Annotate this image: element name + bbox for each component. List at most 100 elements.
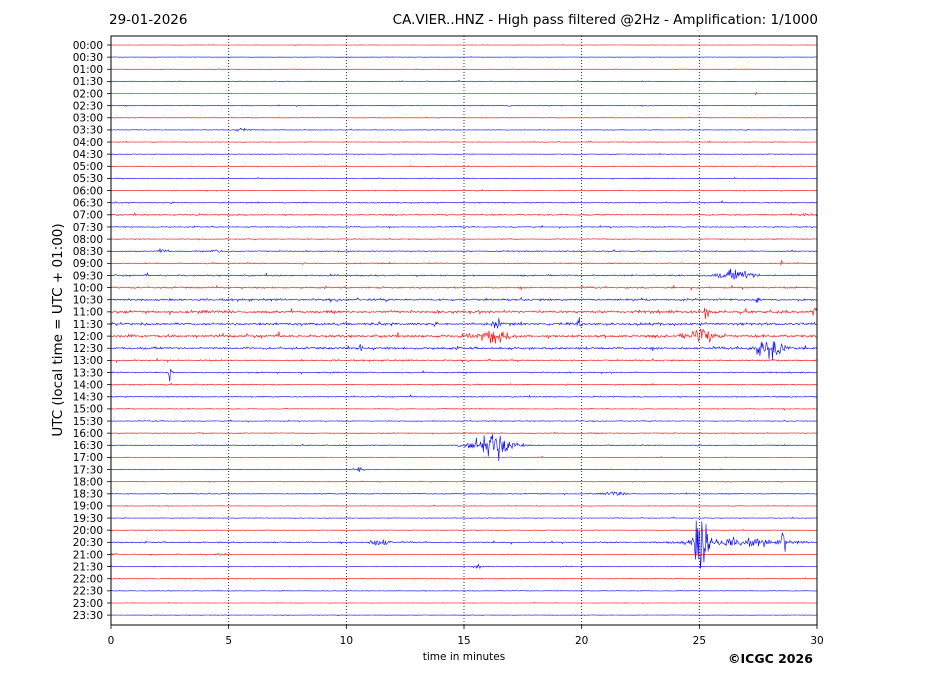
trace-1430 [110,394,817,399]
trace-0530 [110,176,817,180]
trace-0930 [110,268,817,280]
trace-0300 [111,116,817,119]
y-tick-label-1900: 19:00 [73,501,103,513]
trace-2300 [110,602,817,604]
trace-2130 [110,563,817,570]
trace-1530 [110,419,817,423]
y-tick-label-1530: 15:30 [73,416,103,428]
trace-1100 [110,307,817,320]
y-tick-label-1330: 13:30 [73,367,103,379]
y-tick-label-1500: 15:00 [73,404,103,416]
x-tick-label-15: 15 [457,635,470,647]
trace-1930 [110,516,817,520]
trace-0600 [111,188,817,192]
chart-title: CA.VIER..HNZ - High pass filtered @2Hz -… [392,12,818,28]
trace-1800 [110,480,817,483]
y-tick-label-1000: 10:00 [73,282,103,294]
y-tick-label-0130: 01:30 [73,76,103,88]
trace-1230 [110,341,817,361]
y-tick-label-0530: 05:30 [73,173,103,185]
trace-0200 [110,91,817,96]
y-tick-label-2200: 22:00 [73,574,103,586]
y-tick-label-2100: 21:00 [73,549,103,561]
x-axis-label: time in minutes [422,651,506,663]
y-tick-label-1700: 17:00 [73,452,103,464]
y-tick-label-0000: 00:00 [73,40,103,52]
y-tick-label-2330: 23:30 [73,610,103,622]
trace-2330 [110,614,817,616]
x-tick-label-20: 20 [575,635,588,647]
trace-2000 [110,529,817,532]
y-tick-label-0830: 08:30 [73,246,103,258]
trace-1730 [110,466,817,473]
y-tick-label-1630: 16:30 [73,440,103,452]
y-tick-label-1300: 13:00 [73,355,103,367]
trace-0000 [110,44,817,46]
y-tick-label-0100: 01:00 [73,64,103,76]
trace-1830 [110,491,817,496]
y-tick-label-1430: 14:30 [73,392,103,404]
trace-0230 [110,104,817,107]
x-tick-label-0: 0 [108,635,115,647]
y-tick-label-1800: 18:00 [73,476,103,488]
trace-1400 [110,382,817,387]
trace-0100 [110,68,817,71]
y-tick-label-1100: 11:00 [73,307,103,319]
trace-1500 [110,407,817,411]
trace-0430 [110,153,817,155]
trace-1700 [110,455,817,459]
y-tick-label-1600: 16:00 [73,428,103,440]
trace-1900 [110,504,817,507]
trace-0330 [110,127,817,132]
y-tick-label-0700: 07:00 [73,210,103,222]
y-tick-label-1200: 12:00 [73,331,103,343]
y-tick-label-1830: 18:30 [73,489,103,501]
trace-0030 [110,56,817,58]
trace-0700 [110,212,817,217]
trace-1300 [110,357,817,364]
y-tick-label-0800: 08:00 [73,234,103,246]
trace-1030 [110,296,817,304]
y-tick-label-1730: 17:30 [73,464,103,476]
trace-2230 [110,589,817,592]
y-tick-label-2030: 20:30 [73,537,103,549]
y-tick-label-0630: 06:30 [73,197,103,209]
trace-0130 [110,79,817,83]
y-tick-label-0600: 06:00 [73,185,103,197]
y-tick-label-0230: 02:30 [73,100,103,112]
trace-0830 [110,248,817,253]
x-tick-label-5: 5 [225,635,232,647]
y-tick-label-1030: 10:30 [73,295,103,307]
x-tick-label-10: 10 [340,635,353,647]
trace-0800 [110,237,817,241]
trace-2100 [110,552,817,556]
x-tick-label-30: 30 [810,635,823,647]
y-tick-label-0930: 09:30 [73,270,103,282]
trace-1200 [111,328,817,344]
trace-1330 [110,369,817,382]
y-tick-label-0030: 00:30 [73,52,103,64]
trace-1000 [110,284,817,291]
x-tick-label-25: 25 [693,635,706,647]
copyright-credit: ©ICGC 2026 [728,651,813,666]
trace-0630 [110,200,817,205]
y-tick-label-0200: 02:00 [73,88,103,100]
y-tick-label-0300: 03:00 [73,113,103,125]
y-tick-label-0500: 05:00 [73,161,103,173]
y-tick-label-2230: 22:30 [73,586,103,598]
y-tick-label-1400: 14:00 [73,379,103,391]
trace-0400 [110,140,817,143]
y-tick-label-0900: 09:00 [73,258,103,270]
y-tick-label-0430: 04:30 [73,149,103,161]
y-tick-label-0730: 07:30 [73,222,103,234]
y-tick-label-1230: 12:30 [73,343,103,355]
y-tick-label-1930: 19:30 [73,513,103,525]
y-tick-label-0330: 03:30 [73,125,103,137]
y-tick-label-0400: 04:00 [73,137,103,149]
trace-1600 [110,431,817,435]
trace-0900 [110,259,817,266]
trace-0730 [110,225,817,229]
y-tick-label-2000: 20:00 [73,525,103,537]
trace-2200 [110,577,817,580]
